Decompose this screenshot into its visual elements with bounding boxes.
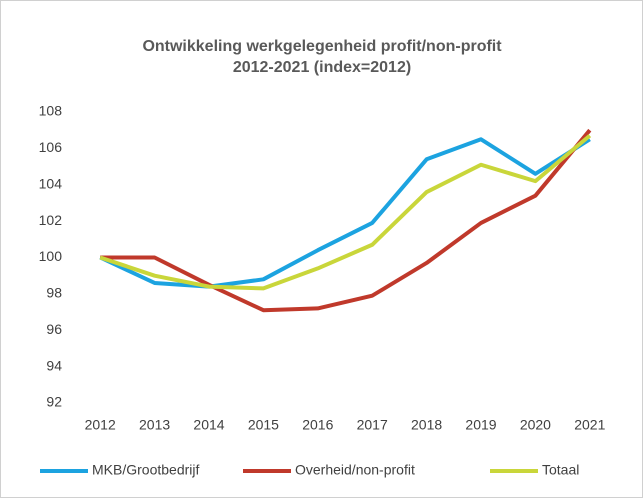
x-tick-label: 2017	[357, 417, 388, 433]
y-tick-label: 106	[39, 139, 63, 155]
y-tick-label: 98	[46, 285, 62, 301]
series-line	[99, 137, 591, 289]
y-tick-label: 96	[46, 321, 62, 337]
x-tick-label: 2020	[520, 417, 551, 433]
x-tick-label: 2012	[85, 417, 116, 433]
x-tick-label: 2018	[411, 417, 442, 433]
y-tick-label: 102	[39, 212, 63, 228]
y-tick-label: 100	[39, 248, 63, 264]
x-tick-label: 2015	[248, 417, 279, 433]
y-tick-label: 108	[39, 103, 63, 119]
legend-label: MKB/Grootbedrijf	[92, 462, 199, 478]
x-tick-label: 2019	[465, 417, 496, 433]
y-tick-label: 104	[39, 175, 63, 191]
series-line	[99, 134, 592, 291]
chart-title: Ontwikkeling werkgelegenheid profit/non-…	[142, 38, 502, 55]
series-line	[100, 128, 592, 313]
x-tick-label: 2014	[193, 417, 224, 433]
y-tick-label: 92	[46, 394, 62, 410]
y-tick-label: 94	[46, 357, 62, 373]
legend-label: Overheid/non-profit	[295, 462, 415, 478]
x-tick-label: 2021	[574, 417, 605, 433]
chart-title: 2012-2021 (index=2012)	[233, 59, 411, 76]
x-tick-label: 2013	[139, 417, 170, 433]
legend-label: Totaal	[542, 462, 579, 478]
x-tick-label: 2016	[302, 417, 333, 433]
